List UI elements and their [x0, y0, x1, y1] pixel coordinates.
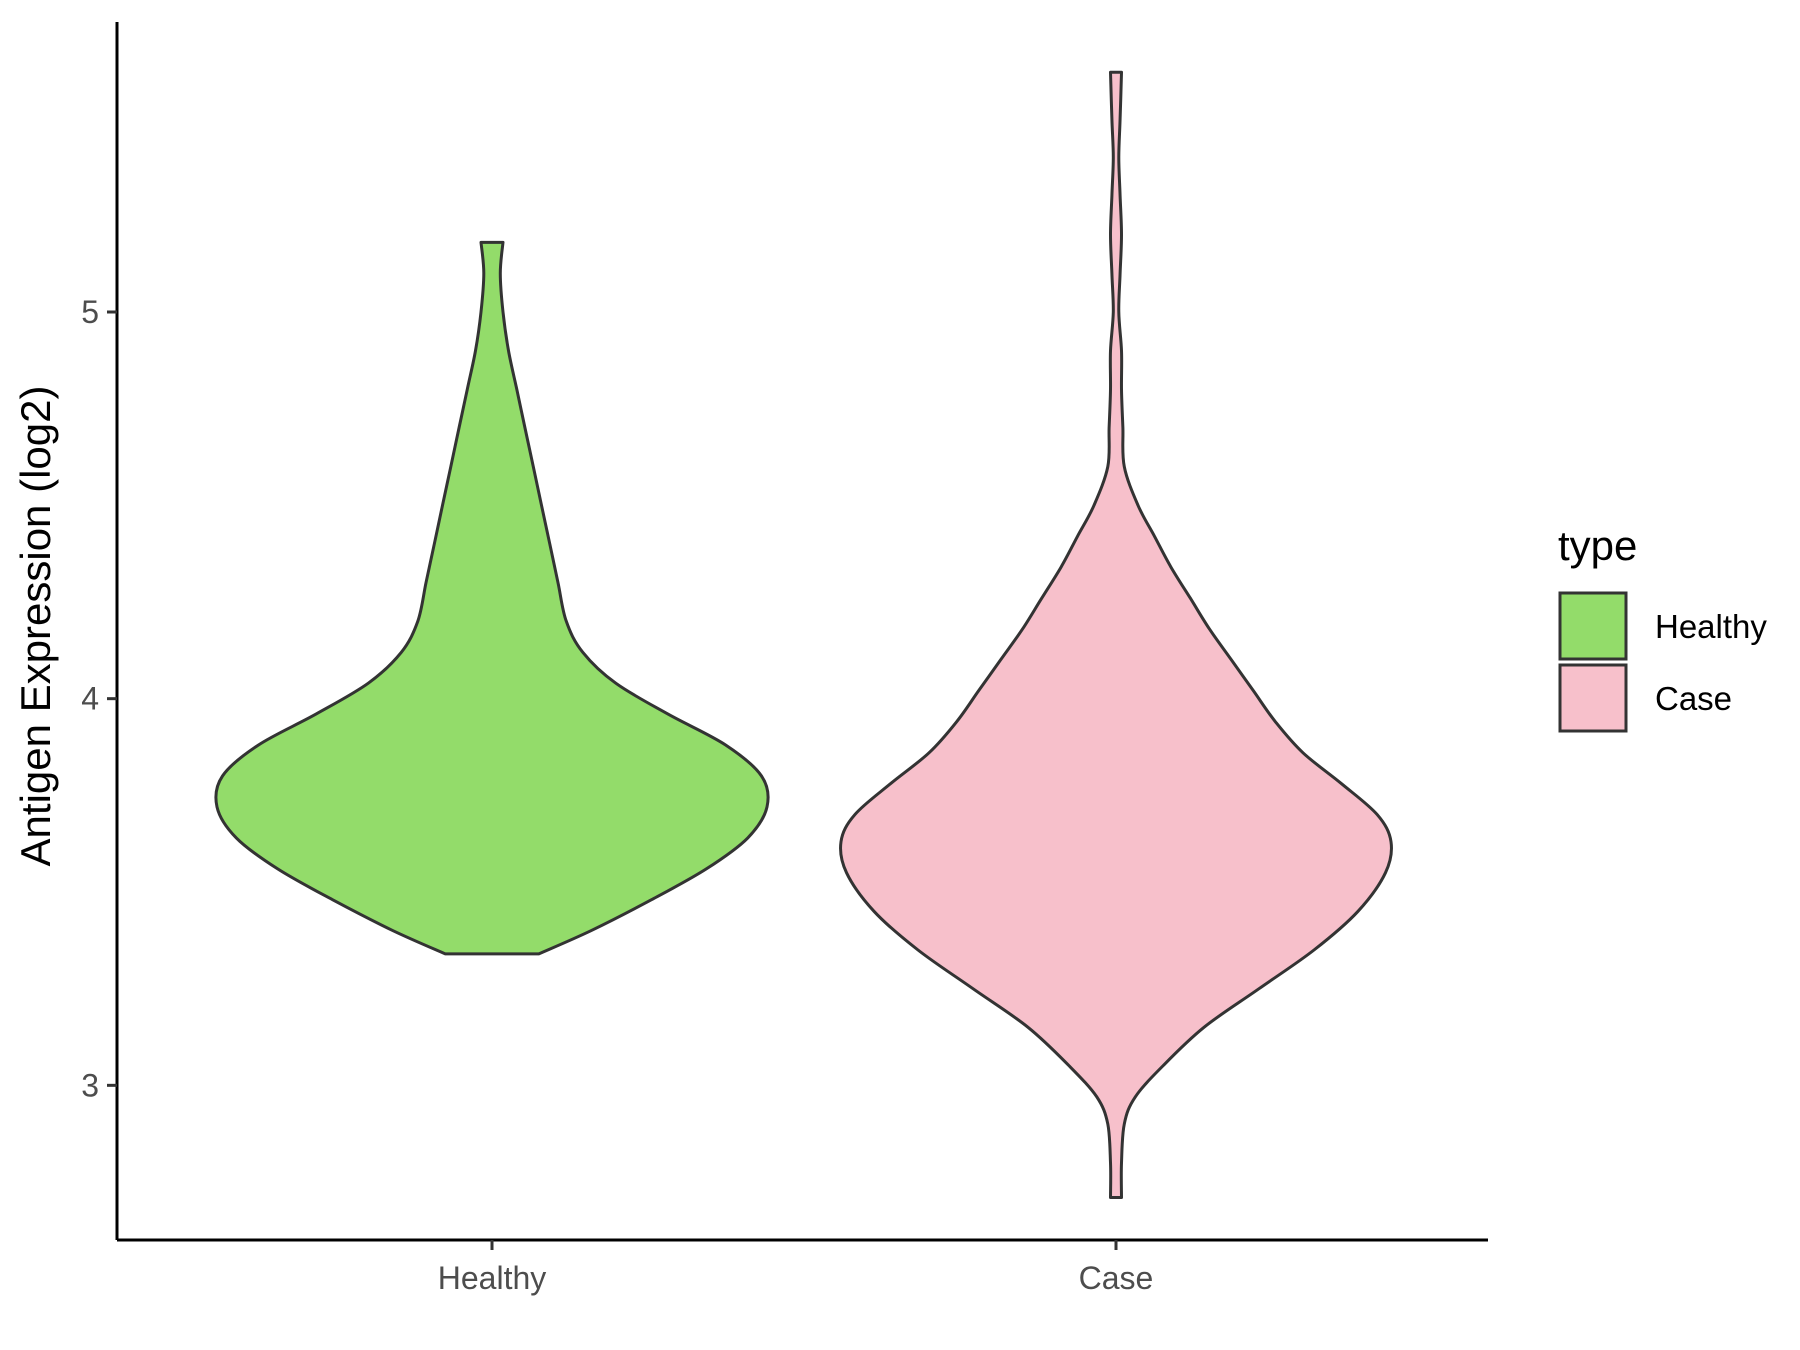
violins-group	[214, 70, 1394, 1199]
violin-healthy	[214, 240, 770, 956]
legend-label-healthy: Healthy	[1655, 608, 1767, 645]
y-ticks-group: 3 4 5	[81, 294, 117, 1103]
y-tick-label: 3	[81, 1067, 99, 1103]
legend-label-case: Case	[1655, 680, 1732, 717]
legend-items: Healthy Case	[1558, 591, 1767, 733]
x-ticks-group: Healthy Case	[438, 1240, 1154, 1296]
legend: type Healthy Case	[1558, 522, 1767, 733]
y-tick-label: 4	[81, 681, 99, 717]
legend-title: type	[1558, 522, 1637, 569]
legend-key-healthy	[1558, 591, 1628, 661]
x-tick-label: Healthy	[438, 1260, 547, 1296]
y-axis-title: Antigen Expression (log2)	[12, 386, 59, 867]
y-tick-label: 5	[81, 294, 99, 330]
legend-key-case	[1558, 663, 1628, 733]
violin-case	[838, 70, 1394, 1199]
x-tick-label: Case	[1079, 1260, 1154, 1296]
